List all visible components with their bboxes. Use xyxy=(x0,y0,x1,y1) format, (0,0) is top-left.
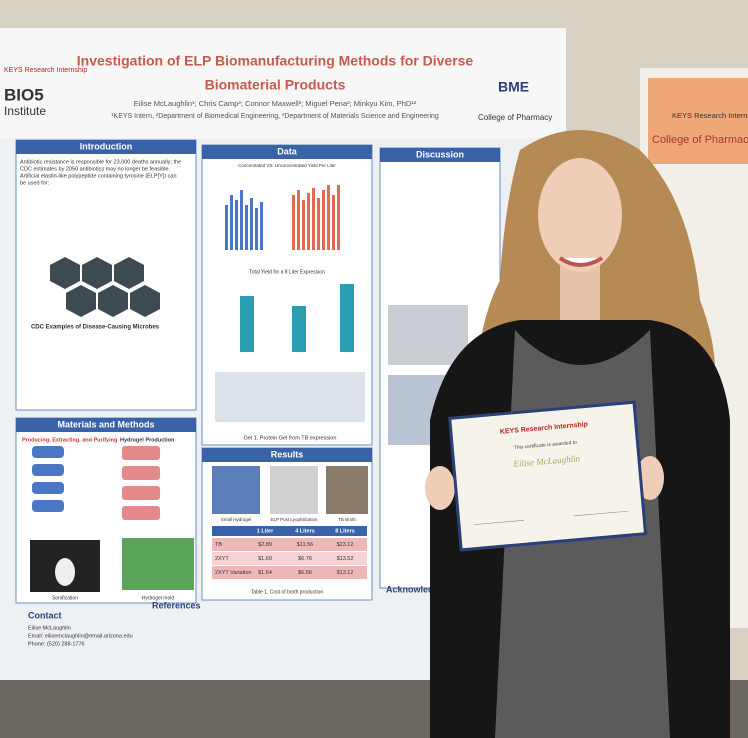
side-poster-text: College of Pharmacy xyxy=(652,134,748,146)
table-cell: $2.89 xyxy=(258,542,272,548)
side-poster-text: KEYS Research Internship xyxy=(672,111,748,120)
intro-line: CDC estimates by 2050 antibiotics may no… xyxy=(20,166,171,172)
contact-line: Eilise McLaughlin xyxy=(28,625,71,631)
table-cell: TB xyxy=(215,542,222,548)
heading: Introduction xyxy=(80,141,133,151)
table-row xyxy=(212,566,367,579)
caption: Table 1. Cost of broth production xyxy=(251,589,323,595)
logo: BIO5 xyxy=(4,85,44,104)
result-photos xyxy=(212,466,368,514)
affiliations: ¹KEYS Intern, ²Department of Biomedical … xyxy=(111,113,439,120)
poster-header xyxy=(0,28,566,138)
intro-line: be used for: xyxy=(20,180,50,186)
table-cell: 2XYT xyxy=(215,556,229,562)
caption: ELP Post Lyophilization xyxy=(270,517,318,522)
table-cell: $1.69 xyxy=(258,556,272,562)
chart-caption: Concentrated VS. Unconcentrated Yield Pe… xyxy=(238,163,336,168)
microbe-hexagons xyxy=(50,257,160,317)
heading: Data xyxy=(277,146,298,156)
authors: Eilise McLaughlin¹; Chris Camp²; Connor … xyxy=(134,99,417,108)
intro-line: Antibiotic resistance is responsible for… xyxy=(20,159,181,165)
heading: Acknowledgements xyxy=(386,584,471,594)
table-cell: $6.56 xyxy=(298,570,312,576)
panel-heading-bar xyxy=(202,145,372,159)
caption: Gel 1. Protein Gel from TB expression xyxy=(244,435,337,441)
contact-line: Phone: (520) 288-1776 xyxy=(28,641,85,647)
table-cell: 2XYT Variation xyxy=(215,570,251,576)
poster-title: Investigation of ELP Biomanufacturing Me… xyxy=(77,53,474,69)
intro-line: Artificial elastin-like polypeptide cont… xyxy=(20,173,177,179)
table-cell: $13.52 xyxy=(337,556,354,562)
table-cell: $6.76 xyxy=(298,556,312,562)
table-cell: $13.12 xyxy=(337,570,354,576)
certificate-text: This certificate is awarded to xyxy=(514,440,578,452)
table-row xyxy=(212,538,367,551)
heading: Results xyxy=(271,449,304,459)
subheading: Hydrogel Production xyxy=(120,437,175,443)
panel-heading-bar xyxy=(202,448,372,462)
poster-title: Biomaterial Products xyxy=(205,77,346,93)
bar-chart-image xyxy=(225,185,340,250)
subheading: Producing, Extracting, and Purifying xyxy=(22,437,117,443)
heading: Materials and Methods xyxy=(57,419,154,429)
photo-inset xyxy=(388,305,468,365)
table-header xyxy=(212,526,367,536)
caption: Small Hydrogel xyxy=(221,517,252,522)
panel-heading-bar xyxy=(16,140,196,154)
caption: TB Broth xyxy=(338,517,356,522)
heading: References xyxy=(152,600,201,610)
chart-caption: Total Yield for a 8 Liter Expression xyxy=(249,269,325,275)
gel-image xyxy=(215,372,365,422)
table-header-cell: 4 Liters xyxy=(295,528,315,534)
logo: BME xyxy=(498,79,529,95)
flow-boxes xyxy=(30,446,194,592)
table-cell: $11.56 xyxy=(297,542,313,548)
caption: CDC Examples of Disease-Causing Microbes xyxy=(31,325,160,331)
logo: College of Pharmacy xyxy=(478,113,552,122)
side-poster-header xyxy=(648,78,748,164)
contact-line: Email: eilisemclaughlin@email.arizona.ed… xyxy=(28,633,133,639)
table-cell: $1.64 xyxy=(258,570,272,576)
table-header-cell: 1 Liter xyxy=(257,528,274,534)
heading: Discussion xyxy=(416,149,464,159)
caption: Hydrogel mold xyxy=(142,595,174,601)
table-cell: $23.12 xyxy=(337,542,354,548)
caption: Sonification xyxy=(52,595,78,601)
certificate: KEYS Research Internship This certificat… xyxy=(448,400,648,552)
panel-heading-bar xyxy=(380,148,500,162)
panel-heading-bar xyxy=(16,418,196,432)
logo: KEYS Research Internship xyxy=(4,67,87,74)
heading: Contact xyxy=(28,610,62,620)
logo: Institute xyxy=(4,104,46,118)
table-header-cell: 8 Liters xyxy=(335,528,355,534)
table-row xyxy=(212,552,367,565)
bar-chart-image xyxy=(240,284,354,352)
